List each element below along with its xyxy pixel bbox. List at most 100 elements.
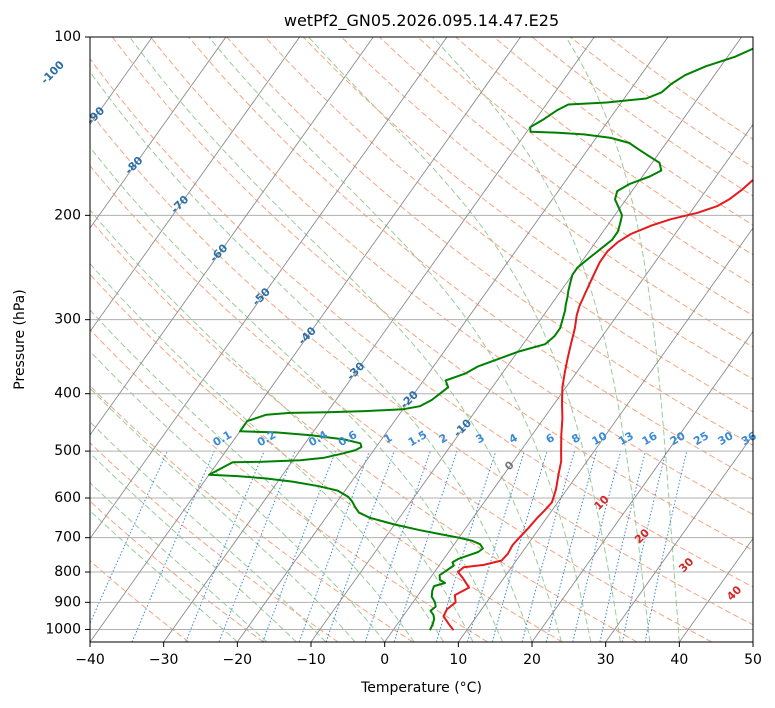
dry-adiabat-line xyxy=(90,385,414,642)
x-tick-label: 30 xyxy=(597,652,615,668)
mixing-ratio-line xyxy=(185,450,265,642)
mixing-ratio-line xyxy=(393,450,458,642)
mixing-ratio-label: 1.5 xyxy=(406,428,429,449)
dry-adiabat-line xyxy=(569,37,753,169)
x-tick-label: 20 xyxy=(523,652,541,668)
mixing-ratio-label: 10 xyxy=(590,429,610,448)
mixing-ratio-label: 0.4 xyxy=(306,428,330,449)
isotherm-label: -100 xyxy=(38,58,67,87)
dry-adiabat-line xyxy=(90,111,753,626)
dry-adiabat-line xyxy=(302,37,753,380)
x-tick-label: −30 xyxy=(149,652,179,668)
mixing-ratio-line xyxy=(572,450,622,642)
isotherms xyxy=(90,37,753,642)
isotherm-line xyxy=(678,537,753,642)
moist-adiabat-line xyxy=(90,421,327,642)
dry-adiabat-line xyxy=(90,560,190,642)
isotherm-line xyxy=(236,37,669,642)
dry-adiabat-line xyxy=(90,500,264,642)
isotherm-line xyxy=(752,641,753,642)
isotherm-label: -90 xyxy=(84,104,107,127)
y-axis-label: Pressure (hPa) xyxy=(12,289,28,389)
mixing-ratio-line xyxy=(325,450,395,642)
mixing-ratio-line xyxy=(131,450,215,642)
moist-adiabat-line xyxy=(208,37,592,642)
x-tick-label: −20 xyxy=(223,652,253,668)
dry-adiabat-line xyxy=(90,58,753,588)
dry-adiabat-line xyxy=(90,328,488,642)
mixing-ratio-label: 0.6 xyxy=(336,428,360,449)
dry-adiabat-line xyxy=(90,164,712,642)
y-tick-label: 300 xyxy=(54,312,81,328)
temperature-profile-line xyxy=(442,178,753,631)
y-axis: 100 200 300 400 500 600 700 800 900 1000 xyxy=(45,29,90,637)
isotherm-label: -50 xyxy=(250,285,273,308)
moist-adiabat-line xyxy=(90,262,445,642)
dry-adiabat-line xyxy=(90,442,339,642)
y-tick-label: 700 xyxy=(54,530,81,546)
y-tick-label: 600 xyxy=(54,490,81,506)
isotherm-line xyxy=(605,434,753,642)
isotherm-line xyxy=(90,37,300,333)
x-tick-label: 50 xyxy=(744,652,762,668)
dry-adiabat-line xyxy=(226,37,753,446)
plot-layers xyxy=(90,37,753,642)
moist-adiabat-line xyxy=(565,37,680,642)
x-tick-label: 10 xyxy=(449,652,467,668)
dewpoint-profile-line xyxy=(208,47,753,631)
dry-adiabat-line xyxy=(379,37,753,317)
mixing-ratio-label: 2 xyxy=(437,431,450,446)
y-tick-label: 1000 xyxy=(45,621,81,637)
mixing-ratio-line xyxy=(364,450,431,642)
isotherm-line xyxy=(90,37,521,642)
plot-frame xyxy=(89,36,754,643)
moist-adiabat-line xyxy=(90,481,268,642)
dry-adiabat-line xyxy=(417,37,753,286)
y-tick-label: 100 xyxy=(54,29,81,45)
y-tick-label: 500 xyxy=(54,443,81,459)
mixing-ratio-lines xyxy=(90,450,688,642)
moist-adiabats xyxy=(90,37,680,642)
x-tick-label: −40 xyxy=(75,652,105,668)
dry-adiabat-line xyxy=(493,37,753,226)
mixing-ratio-label: 1 xyxy=(382,431,395,446)
moist-adiabat-line xyxy=(432,37,651,642)
isotherm-line xyxy=(90,37,374,436)
x-tick-label: 0 xyxy=(380,652,389,668)
moist-adiabat-line xyxy=(90,146,503,642)
mixing-ratio-line xyxy=(491,450,548,642)
moist-adiabat-line xyxy=(90,387,356,642)
isotherm-line xyxy=(90,37,448,540)
moist-adiabat-line xyxy=(308,37,621,642)
isotherm-line xyxy=(457,227,753,642)
mixing-ratio-label: 3 xyxy=(474,431,487,446)
mixing-ratio-line xyxy=(218,450,296,642)
moist-adiabat-line xyxy=(90,209,474,642)
isotherm-line xyxy=(310,37,742,642)
isotherm-label: 0 xyxy=(502,458,517,473)
moist-adiabat-line xyxy=(90,309,415,642)
isotherm-label: -60 xyxy=(207,241,230,264)
dry-adiabat-line xyxy=(90,218,638,642)
moist-adiabat-line xyxy=(90,510,238,642)
y-tick-label: 400 xyxy=(54,386,81,402)
moist-adiabat-line xyxy=(129,37,562,642)
dry-adiabat-line xyxy=(608,37,753,141)
isotherm-line xyxy=(90,37,227,229)
mixing-ratio-line xyxy=(644,450,688,642)
mixing-ratio-label: 16 xyxy=(640,429,660,448)
isotherm-line xyxy=(531,330,753,642)
mixing-ratio-line xyxy=(298,450,370,642)
dry-adiabat-line xyxy=(531,37,753,197)
mixing-ratio-line xyxy=(90,450,168,625)
dry-adiabat-line xyxy=(455,37,753,256)
line-labels: -100-90-80-70-60-50-40-30-20-1000.1 0.2 0.… xyxy=(38,58,759,603)
mixing-ratio-label: 4 xyxy=(507,431,520,446)
isotherm-label: -70 xyxy=(168,193,191,216)
dry-adiabat-line xyxy=(188,37,753,481)
y-tick-label: 900 xyxy=(54,594,81,610)
mixing-ratio-line xyxy=(521,450,575,642)
sounding-series xyxy=(208,47,753,631)
mixing-ratio-label: 25 xyxy=(691,429,711,448)
